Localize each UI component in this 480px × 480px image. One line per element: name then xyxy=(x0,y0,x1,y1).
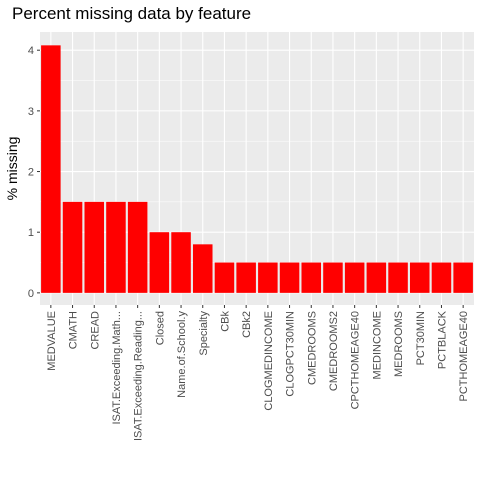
x-tick-label: CMATH xyxy=(68,311,80,349)
bar-specialty xyxy=(192,244,213,293)
bar-cread xyxy=(84,201,105,293)
x-tick-label: PCTBLACK xyxy=(436,310,448,369)
x-tick-label: MEDVALUE xyxy=(46,311,58,371)
x-tick-label: CMEDROOMS xyxy=(306,311,318,385)
x-tick-label: CPCTHOMEAGE40 xyxy=(350,311,362,409)
y-tick-label: 3 xyxy=(28,106,34,118)
bar-cbk2 xyxy=(236,262,256,293)
y-tick-label: 1 xyxy=(28,227,34,239)
bar-cmedrooms2 xyxy=(323,262,343,293)
x-tick-label: CBk2 xyxy=(241,311,253,338)
y-tick-label: 0 xyxy=(28,288,34,300)
x-tick-label: CLOGMEDINCOME xyxy=(263,311,275,411)
bar-medvalue xyxy=(41,45,61,293)
y-tick-label: 4 xyxy=(28,45,34,57)
bar-cbk xyxy=(214,262,235,293)
bar-clogmedincome xyxy=(258,262,278,293)
plot-panel xyxy=(40,32,474,305)
bar-isat-exceeding-reading xyxy=(127,201,148,293)
bar-name-of-school-y xyxy=(171,232,191,293)
x-tick-label: ISAT.Exceeding.Reading... xyxy=(133,311,145,441)
bar-medincome xyxy=(366,262,387,293)
bar-pctblack xyxy=(431,262,452,293)
x-tick-label: Specialty xyxy=(198,311,210,356)
bars xyxy=(41,45,473,293)
bar-cpcthomeage40 xyxy=(344,262,365,293)
bar-isat-exceeding-math xyxy=(106,201,126,293)
x-tick-label: CLOGPCT30MIN xyxy=(285,311,297,397)
bar-cmedrooms xyxy=(301,262,322,293)
bar-medrooms xyxy=(388,262,408,293)
x-tick-label: MEDROOMS xyxy=(393,311,405,377)
x-tick-label: CMEDROOMS2 xyxy=(328,311,340,391)
y-axis: 0 1 2 3 4 xyxy=(28,45,40,300)
bar-clogpct30min xyxy=(279,262,300,293)
x-tick-label: CBk xyxy=(219,311,231,332)
x-tick-label: PCTHOMEAGE40 xyxy=(458,311,470,401)
bar-closed xyxy=(149,232,170,293)
x-tick-label: Name.of.School.y xyxy=(176,311,188,398)
bar-cmath xyxy=(62,201,83,293)
x-tick-label: Closed xyxy=(154,311,166,345)
bar-pct30min xyxy=(409,262,430,293)
x-tick-label: ISAT.Exceeding.Math... xyxy=(111,311,123,425)
y-tick-label: 2 xyxy=(28,167,34,179)
x-axis: MEDVALUE CMATH CREAD ISAT.Exceeding.Math...… xyxy=(46,305,470,441)
chart-title: Percent missing data by feature xyxy=(12,4,252,23)
y-axis-title: % missing xyxy=(4,137,20,201)
x-tick-label: CREAD xyxy=(89,311,101,350)
x-tick-label: MEDINCOME xyxy=(371,311,383,379)
bar-pcthomeage40 xyxy=(453,262,473,293)
x-tick-label: PCT30MIN xyxy=(415,311,427,365)
